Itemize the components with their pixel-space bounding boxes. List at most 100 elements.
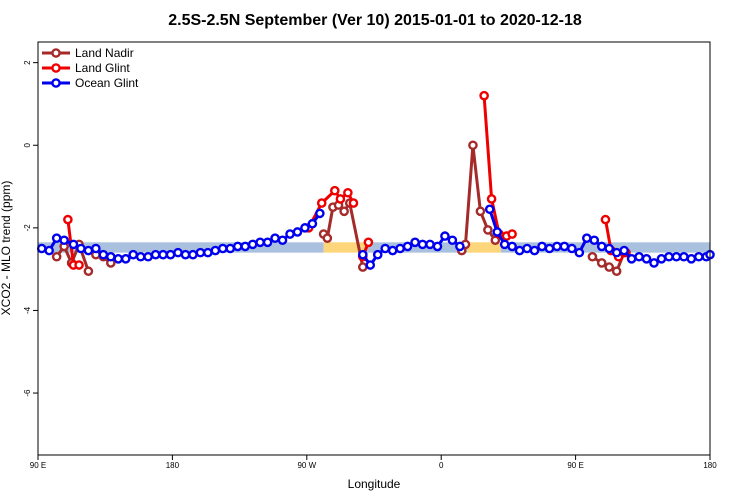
series-layer [36, 90, 715, 277]
data-point [425, 239, 435, 250]
data-point [135, 251, 146, 262]
legend-label: Land Nadir [75, 46, 134, 60]
data-point [552, 241, 562, 252]
data-point [604, 243, 615, 254]
data-point [574, 247, 585, 258]
data-point [686, 254, 697, 264]
data-point [51, 251, 62, 262]
legend-swatch-marker [51, 63, 61, 73]
data-point [307, 218, 318, 229]
data-point [76, 243, 86, 254]
data-point [357, 262, 368, 272]
data-point [165, 249, 176, 260]
series-2 [36, 204, 715, 270]
data-point [582, 233, 592, 243]
data-point [262, 237, 273, 248]
data-point [664, 251, 674, 262]
data-point [339, 206, 349, 217]
data-point [315, 208, 325, 219]
data-point [671, 251, 682, 262]
y-axis-label: XCO2 - MLO trend (ppm) [0, 181, 13, 316]
data-point [611, 247, 622, 258]
data-point [225, 243, 236, 254]
data-point [300, 223, 310, 233]
data-point [499, 239, 510, 250]
data-point [596, 241, 607, 252]
data-point [395, 243, 405, 254]
data-point [432, 241, 443, 252]
data-point [455, 241, 465, 252]
data-point [567, 243, 577, 254]
data-point [365, 260, 376, 270]
legend-item: Land Glint [42, 61, 130, 75]
data-point [679, 251, 689, 262]
legend-label: Land Glint [75, 61, 130, 75]
data-point [210, 245, 221, 256]
data-point [247, 239, 258, 250]
data-point [180, 249, 191, 260]
data-point [357, 249, 368, 260]
y-tick-label: 2 [23, 60, 32, 65]
data-point [217, 243, 228, 254]
y-axis: 2 0 -2 -4 -6 [23, 60, 38, 397]
data-point [486, 194, 497, 204]
x-tick-label: 180 [166, 461, 180, 470]
x-axis: 90 E 180 90 W 0 90 E 180 [30, 455, 717, 470]
data-point [158, 249, 168, 260]
data-point [83, 245, 94, 256]
data-point [113, 254, 124, 264]
data-point [484, 204, 495, 215]
legend-label: Ocean Glint [75, 76, 139, 90]
data-point [537, 241, 547, 252]
data-point [343, 187, 353, 198]
x-tick-label: 90 E [567, 461, 583, 470]
data-point [634, 251, 644, 262]
data-point [619, 245, 629, 256]
data-point [514, 245, 525, 256]
x-tick-label: 90 E [30, 461, 46, 470]
data-point [492, 227, 503, 237]
data-point [611, 266, 622, 277]
data-point [587, 251, 598, 262]
plot-frame [37, 41, 711, 456]
shaded-band-1 [323, 242, 367, 253]
chart-title: 2.5S-2.5N September (Ver 10) 2015-01-01 … [168, 12, 582, 29]
data-point [402, 241, 413, 252]
data-point [63, 214, 73, 225]
data-point [188, 249, 198, 260]
data-point [277, 235, 288, 246]
data-point [36, 243, 47, 254]
data-point [475, 206, 486, 217]
data-point [559, 241, 570, 252]
data-point [363, 237, 374, 248]
data-point [589, 235, 600, 246]
data-point [150, 249, 161, 260]
data-point [83, 266, 94, 277]
data-point [329, 185, 340, 196]
x-tick-label: 90 W [297, 461, 316, 470]
data-point [447, 235, 458, 246]
shaded-band-2 [366, 242, 468, 253]
data-point [380, 243, 391, 254]
x-tick-label: 180 [703, 461, 717, 470]
data-point [656, 254, 667, 264]
y-tick-label: -2 [23, 224, 32, 232]
data-point [507, 229, 517, 239]
series-line [482, 95, 513, 238]
x-tick-label: 0 [439, 461, 444, 470]
data-point [173, 247, 183, 258]
data-point [641, 254, 652, 264]
data-point [322, 233, 333, 243]
data-point [440, 231, 450, 241]
legend-swatch-marker [51, 78, 61, 88]
data-point [483, 225, 493, 235]
data-point [529, 245, 540, 256]
data-point [270, 233, 280, 243]
data-point [59, 235, 69, 246]
data-point [255, 237, 265, 248]
data-point [240, 241, 250, 252]
y-tick-label: -6 [23, 389, 32, 397]
data-point [316, 198, 327, 208]
